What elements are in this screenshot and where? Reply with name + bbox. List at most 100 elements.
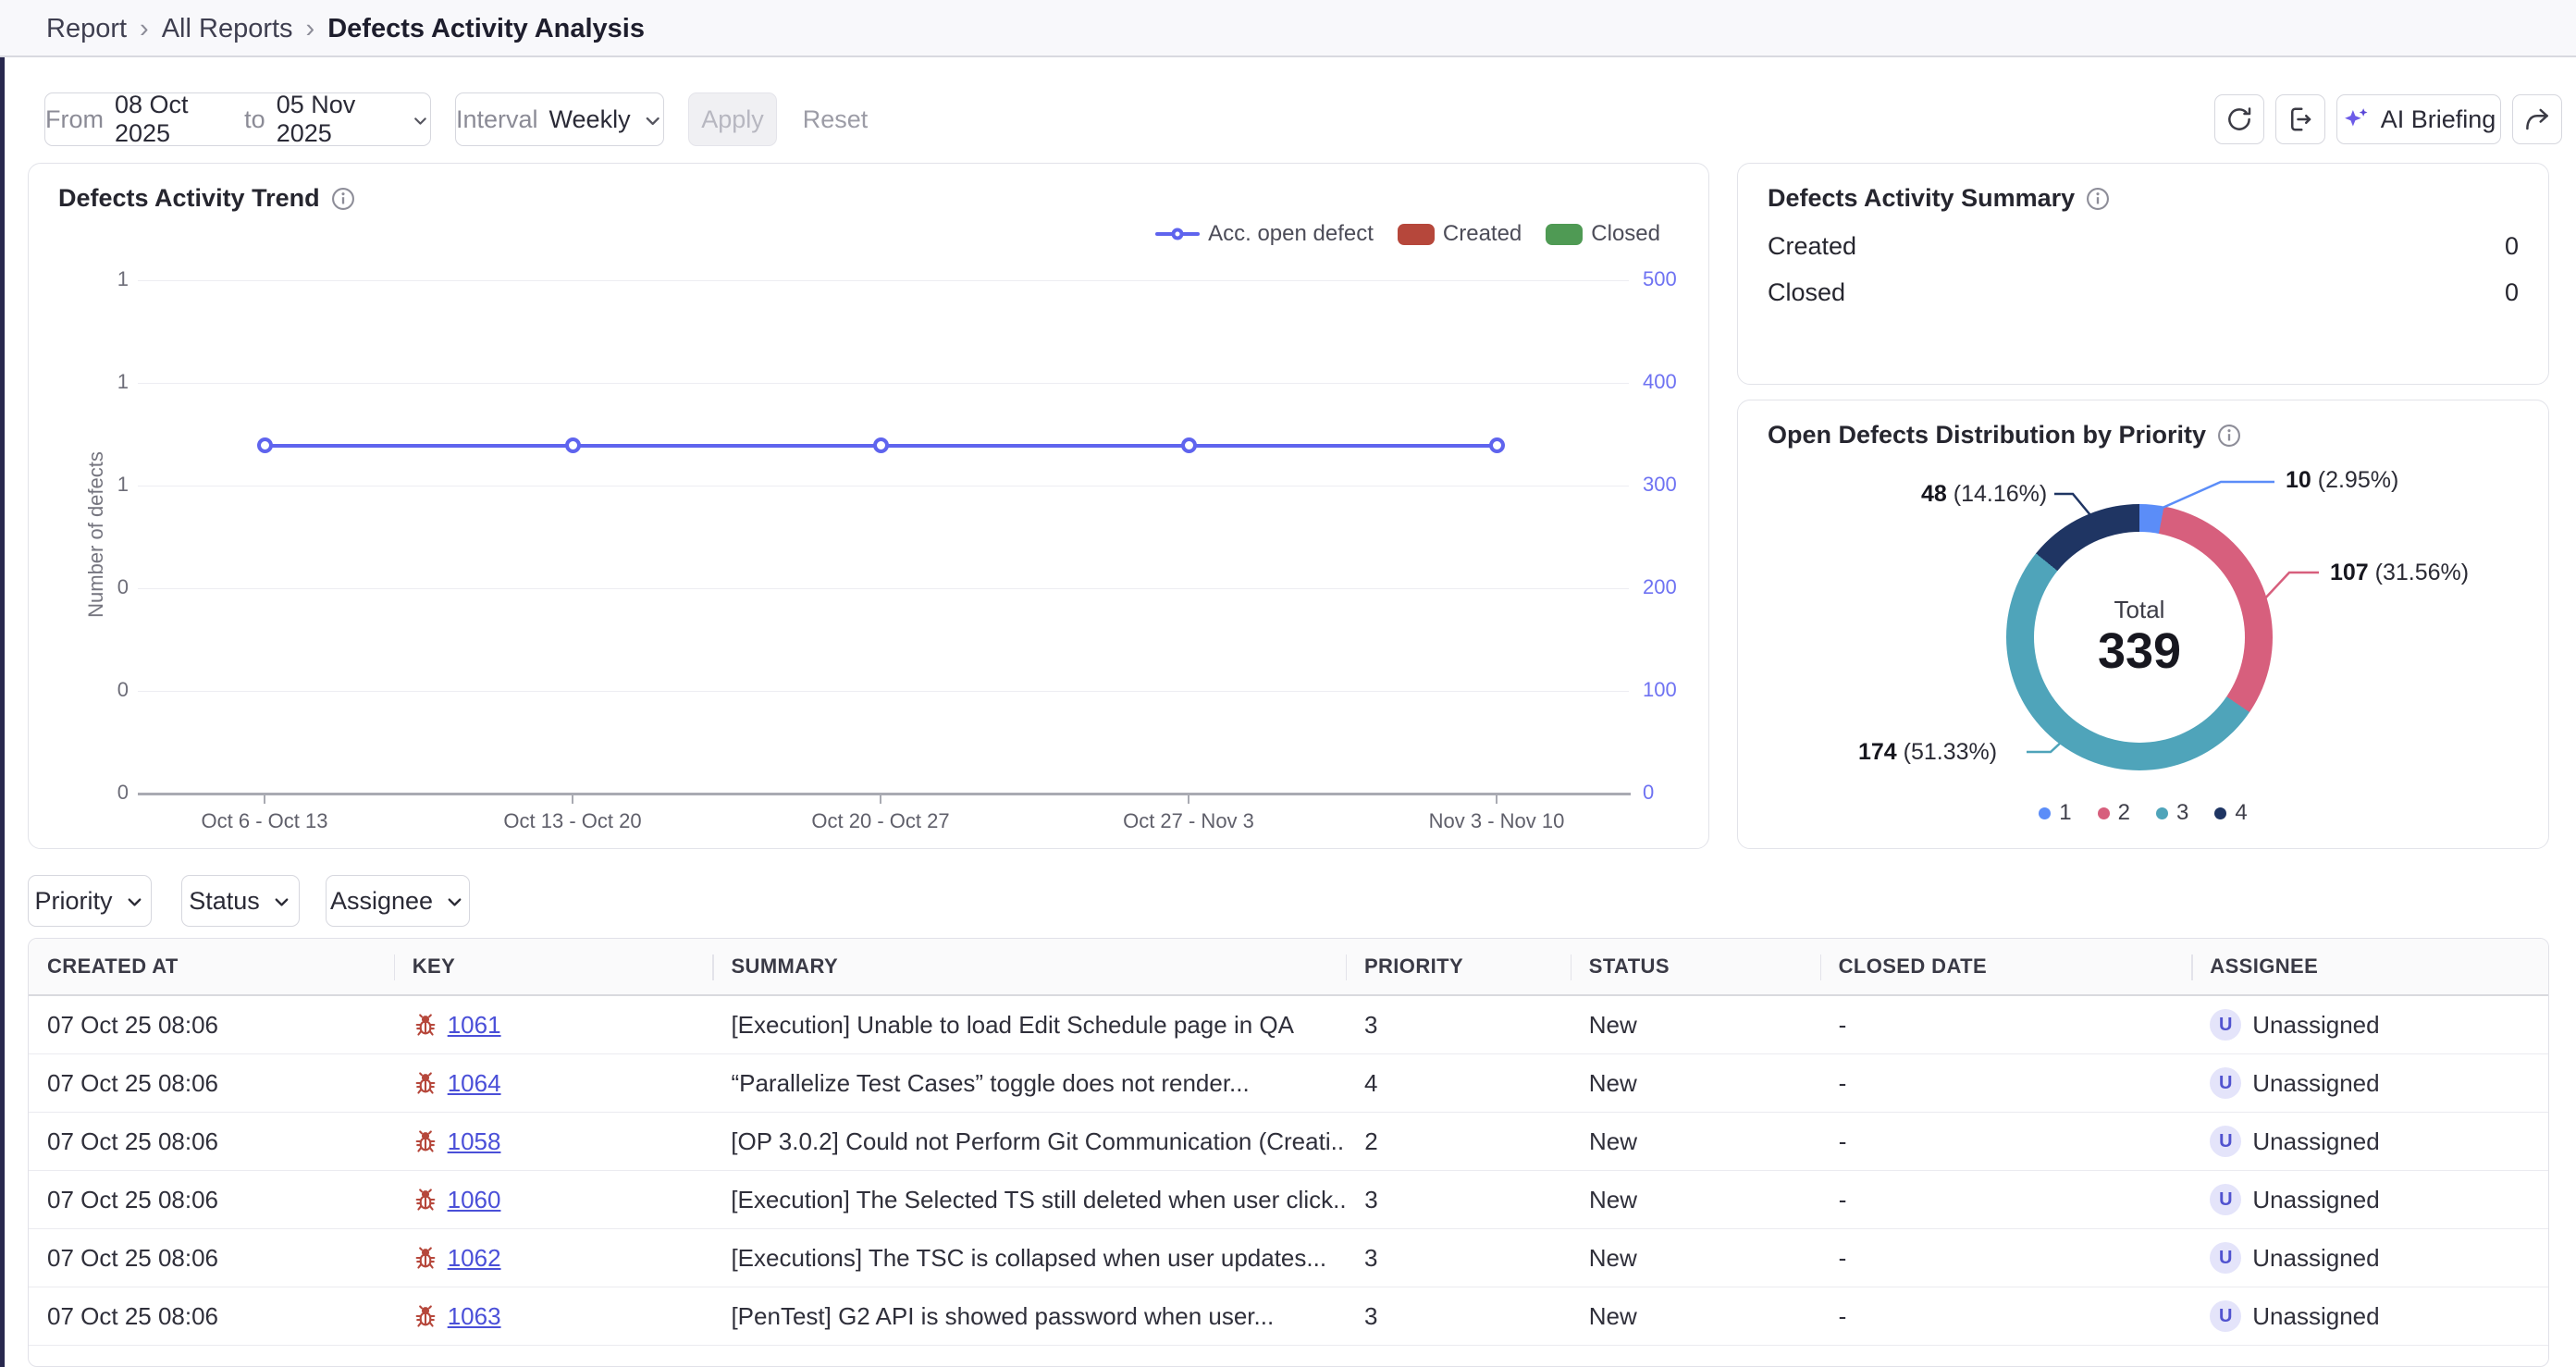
- status-filter-label: Status: [189, 887, 260, 916]
- y-left-tick: 0: [73, 781, 129, 805]
- donut-callout-priority-3: 174 (51.33%): [1858, 739, 1997, 766]
- breadcrumb-all-reports[interactable]: All Reports: [162, 14, 293, 44]
- interval-dropdown[interactable]: Interval Weekly: [455, 92, 664, 146]
- cell-closed-date: -: [1820, 996, 2192, 1053]
- y-right-tick: 500: [1643, 267, 1677, 291]
- page-title: Defects Activity Analysis: [327, 14, 645, 44]
- cell-closed-date: -: [1820, 1113, 2192, 1170]
- defect-key-link[interactable]: 1058: [448, 1127, 501, 1156]
- x-axis-line: [138, 793, 1631, 795]
- cell-priority: 3: [1346, 996, 1571, 1053]
- legend-item-closed[interactable]: Closed: [1546, 221, 1660, 247]
- header-key: KEY: [394, 939, 713, 994]
- assignee-name: Unassigned: [2252, 1302, 2379, 1331]
- cell-key: 1058: [394, 1113, 713, 1170]
- defect-key-link[interactable]: 1064: [448, 1069, 501, 1098]
- data-point[interactable]: [1181, 437, 1197, 453]
- date-end-value: 05 Nov 2025: [277, 91, 400, 148]
- defect-key-link[interactable]: 1062: [448, 1244, 501, 1273]
- legend-label: Created: [1443, 221, 1522, 247]
- table-row[interactable]: 07 Oct 25 08:06 1064 “Parallelize Test C…: [29, 1054, 2548, 1113]
- info-icon[interactable]: [2217, 424, 2241, 448]
- legend-item-acc-open-defect[interactable]: Acc. open defect: [1155, 221, 1374, 247]
- ai-briefing-button[interactable]: AI Briefing: [2336, 94, 2501, 144]
- export-button[interactable]: [2275, 94, 2325, 144]
- breadcrumb-separator: ›: [140, 14, 149, 44]
- data-point[interactable]: [565, 437, 581, 453]
- y-left-tick: 1: [73, 267, 129, 291]
- legend-item-created[interactable]: Created: [1398, 221, 1522, 247]
- data-point[interactable]: [873, 437, 889, 453]
- breadcrumb-report[interactable]: Report: [46, 14, 127, 44]
- y-left-tick: 1: [73, 370, 129, 394]
- header-assignee: ASSIGNEE: [2191, 939, 2548, 994]
- cell-closed-date: -: [1820, 1287, 2192, 1345]
- cell-status: New: [1571, 1054, 1820, 1112]
- data-point[interactable]: [1489, 437, 1505, 453]
- bug-icon: [413, 1012, 438, 1038]
- donut-legend-item-4[interactable]: 4: [2214, 800, 2247, 826]
- refresh-icon: [2225, 105, 2253, 133]
- donut-legend-item-1[interactable]: 1: [2039, 800, 2071, 826]
- assignee-filter-dropdown[interactable]: Assignee: [326, 875, 470, 927]
- cell-summary: [OP 3.0.2] Could not Perform Git Communi…: [712, 1113, 1346, 1170]
- avatar: U: [2210, 1009, 2241, 1041]
- open-defects-distribution-card: Open Defects Distribution by Priority To…: [1737, 400, 2549, 849]
- sidebar-edge: [0, 0, 5, 1367]
- share-button[interactable]: [2512, 94, 2562, 144]
- cell-closed-date: -: [1820, 1054, 2192, 1112]
- info-icon[interactable]: [331, 187, 355, 211]
- cell-closed-date: -: [1820, 1171, 2192, 1228]
- table-row[interactable]: 07 Oct 25 08:06 1058 [OP 3.0.2] Could no…: [29, 1113, 2548, 1171]
- table-row[interactable]: 07 Oct 25 08:06 1061 [Execution] Unable …: [29, 996, 2548, 1054]
- bug-icon: [413, 1070, 438, 1096]
- cell-assignee: U Unassigned: [2191, 996, 2548, 1053]
- donut-center: Total 339: [2034, 532, 2245, 743]
- x-axis-label: Oct 27 - Nov 3: [1050, 809, 1327, 833]
- assignee-name: Unassigned: [2252, 1127, 2379, 1156]
- defect-key-link[interactable]: 1060: [448, 1186, 501, 1214]
- avatar: U: [2210, 1067, 2241, 1099]
- breadcrumb: Report › All Reports › Defects Activity …: [46, 0, 645, 57]
- table-row[interactable]: 07 Oct 25 08:06 1062 [Executions] The TS…: [29, 1229, 2548, 1287]
- apply-button[interactable]: Apply: [688, 92, 777, 146]
- priority-filter-dropdown[interactable]: Priority: [28, 875, 152, 927]
- date-range-dropdown[interactable]: From 08 Oct 2025 to 05 Nov 2025: [44, 92, 431, 146]
- defect-key-link[interactable]: 1061: [448, 1011, 501, 1040]
- defect-key-link[interactable]: 1063: [448, 1302, 501, 1331]
- cell-summary: [PenTest] G2 API is showed password when…: [712, 1287, 1345, 1345]
- refresh-button[interactable]: [2214, 94, 2264, 144]
- x-tick: [1188, 795, 1189, 804]
- chevron-down-icon: [411, 110, 430, 132]
- legend-dot-icon: [2214, 807, 2226, 819]
- info-icon[interactable]: [2086, 187, 2110, 211]
- data-point[interactable]: [257, 437, 273, 453]
- donut-legend-item-2[interactable]: 2: [2098, 800, 2130, 826]
- defects-activity-summary-card: Defects Activity Summary Created 0 Close…: [1737, 163, 2549, 385]
- x-tick: [572, 795, 573, 804]
- bug-icon: [413, 1128, 438, 1154]
- cell-status: New: [1571, 1287, 1820, 1345]
- y-right-tick: 100: [1643, 678, 1677, 702]
- gridline: [138, 280, 1629, 281]
- cell-key: 1062: [394, 1229, 713, 1287]
- donut-callout-priority-4: 48 (14.16%): [1921, 481, 2047, 508]
- donut-legend-item-3[interactable]: 3: [2156, 800, 2188, 826]
- x-tick: [880, 795, 881, 804]
- donut-total-label: Total: [2114, 596, 2165, 624]
- avatar: U: [2210, 1300, 2241, 1332]
- y-left-tick: 0: [73, 678, 129, 702]
- table-row[interactable]: 07 Oct 25 08:06 1060 [Execution] The Sel…: [29, 1171, 2548, 1229]
- ai-briefing-label: AI Briefing: [2381, 105, 2496, 134]
- summary-label: Closed: [1768, 278, 1845, 307]
- cell-status: New: [1571, 996, 1820, 1053]
- legend-dot-icon: [2098, 807, 2110, 819]
- cell-key: 1063: [394, 1287, 713, 1345]
- cell-status: New: [1571, 1229, 1820, 1287]
- table-row[interactable]: 07 Oct 25 08:06 1063 [PenTest] G2 API is…: [29, 1287, 2548, 1346]
- reset-button[interactable]: Reset: [794, 92, 877, 146]
- x-axis-label: Oct 13 - Oct 20: [434, 809, 711, 833]
- avatar: U: [2210, 1126, 2241, 1157]
- status-filter-dropdown[interactable]: Status: [181, 875, 300, 927]
- closed-swatch-icon: [1546, 224, 1583, 245]
